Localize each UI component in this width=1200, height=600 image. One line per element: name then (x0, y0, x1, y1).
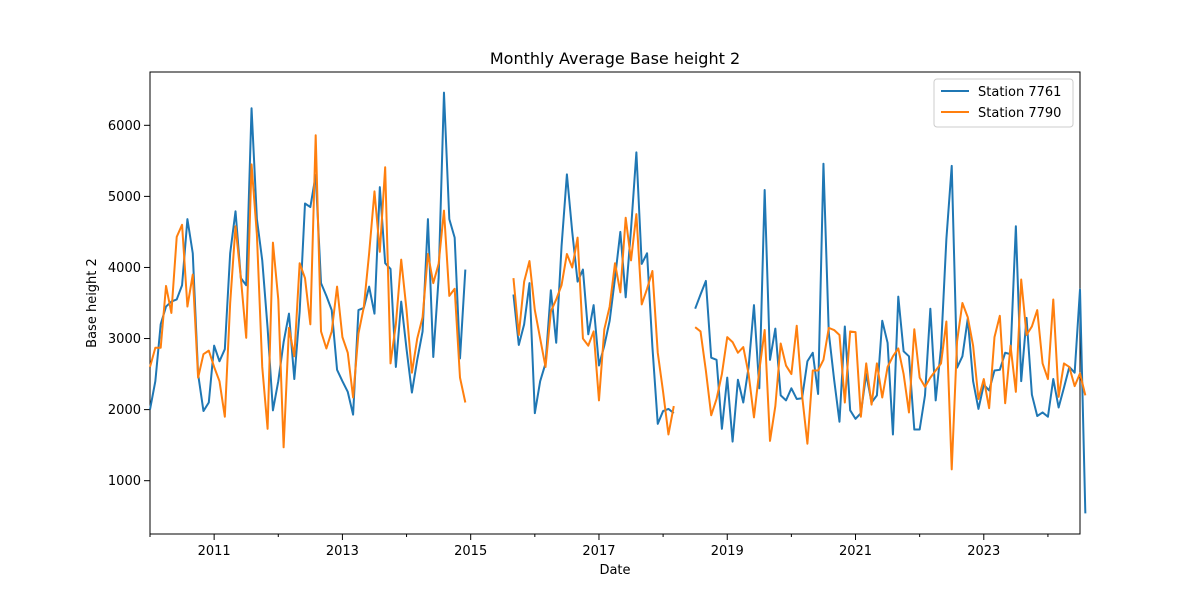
y-tick-label-1000: 1000 (108, 474, 141, 489)
plot-area: 2011 2013 2015 2017 2019 2021 2023 1000 2000 300… (108, 71, 1087, 559)
y-axis-label: Base height 2 (85, 258, 100, 348)
y-tick-label-3000: 3000 (108, 332, 141, 347)
y-tick-label-5000: 5000 (108, 190, 141, 205)
x-tick-label-2019: 2019 (711, 544, 744, 559)
y-tick-label-4000: 4000 (108, 261, 141, 276)
y-tick-label-2000: 2000 (108, 403, 141, 418)
x-tick-label-2017: 2017 (582, 544, 615, 559)
x-tick-label-2021: 2021 (839, 544, 872, 559)
x-tick-label-2013: 2013 (326, 544, 359, 559)
legend-label-station-7790: Station 7790 (978, 106, 1061, 121)
chart-title: Monthly Average Base height 2 (490, 49, 740, 68)
x-tick-label-2015: 2015 (454, 544, 487, 559)
y-axis: 1000 2000 3000 4000 5000 6000 (108, 119, 150, 489)
series-line-station-7790 (149, 134, 1087, 471)
y-tick-label-6000: 6000 (108, 119, 141, 134)
x-tick-label-2011: 2011 (198, 544, 231, 559)
legend-label-station-7761: Station 7761 (978, 85, 1061, 100)
legend: Station 7761 Station 7790 (933, 78, 1074, 128)
series-group (149, 91, 1087, 514)
x-tick-label-2023: 2023 (967, 544, 1000, 559)
series-line-station-7761 (149, 91, 1087, 514)
x-axis-label: Date (599, 563, 630, 578)
x-axis: 2011 2013 2015 2017 2019 2021 2023 (149, 534, 1049, 559)
